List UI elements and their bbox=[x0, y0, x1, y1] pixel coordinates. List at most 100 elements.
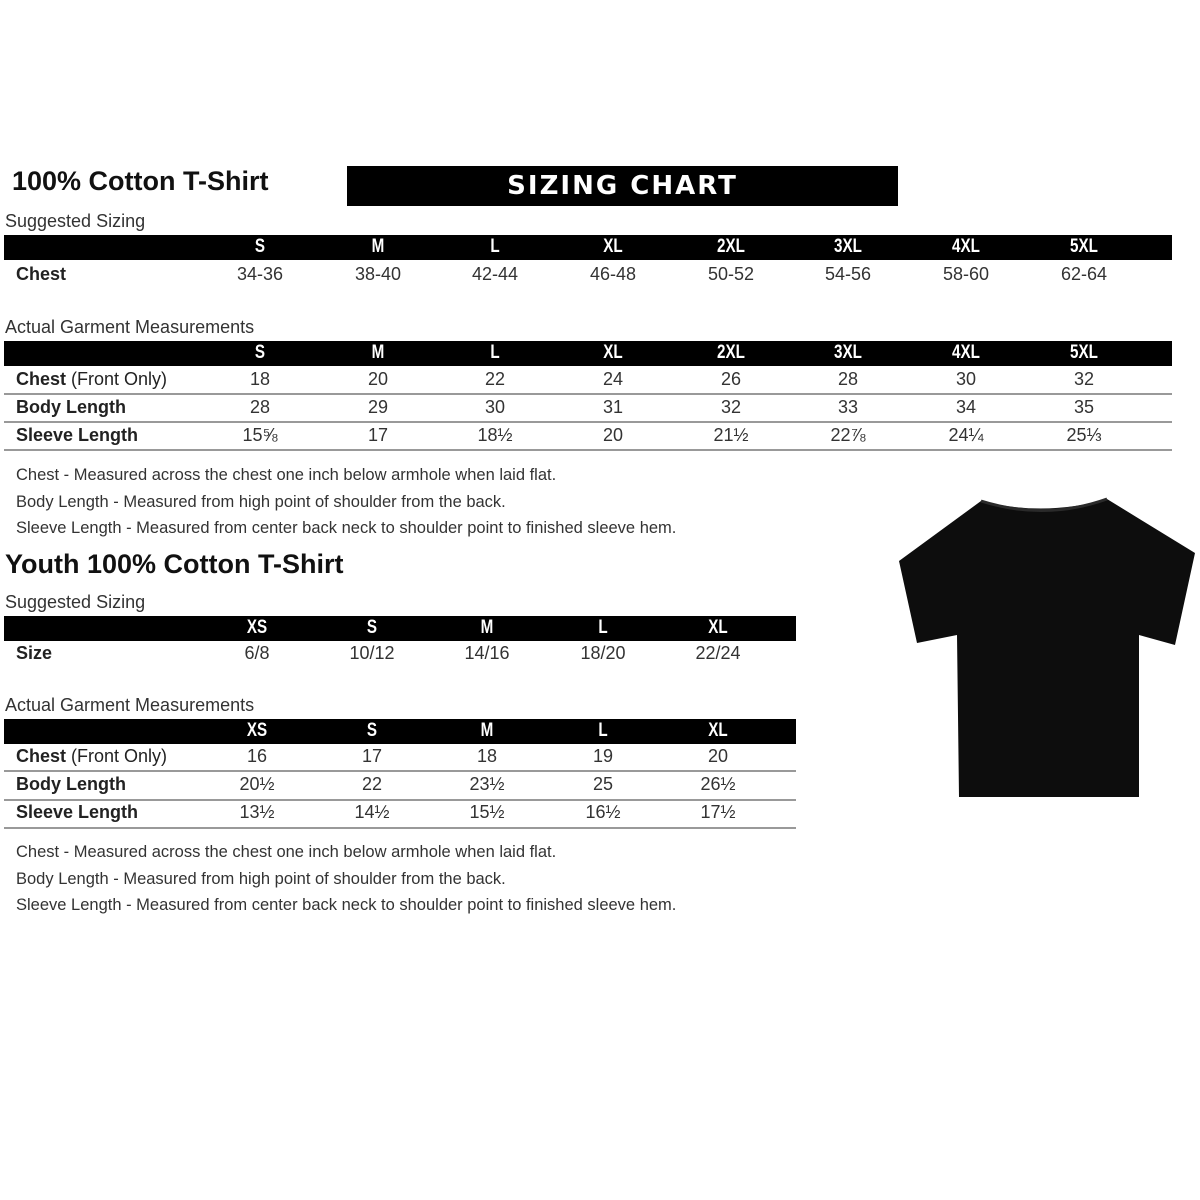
table-cell: 38-40 bbox=[354, 264, 402, 284]
table-cell: 14/16 bbox=[464, 643, 510, 663]
t-shirt-icon bbox=[899, 497, 1195, 797]
note-text: Body Length - Measured from high point o… bbox=[16, 492, 506, 511]
size-header: S bbox=[254, 342, 266, 363]
adult-actual-label: Actual Garment Measurements bbox=[5, 317, 255, 337]
table-cell: 15½ bbox=[469, 802, 505, 822]
table-cell: 10/12 bbox=[349, 643, 395, 663]
table-cell: 28 bbox=[249, 397, 271, 417]
table-cell: 50-52 bbox=[707, 264, 755, 284]
table-cell: 18/20 bbox=[580, 643, 626, 663]
size-header: L bbox=[490, 236, 500, 257]
table-cell: 20 bbox=[367, 369, 389, 389]
size-header: XS bbox=[246, 617, 268, 638]
youth-actual-label: Actual Garment Measurements bbox=[5, 695, 255, 715]
table-cell: 19 bbox=[592, 746, 614, 766]
table-cell: 31 bbox=[602, 397, 624, 417]
table-cell: 6/8 bbox=[244, 643, 270, 663]
table-cell: 13½ bbox=[239, 802, 275, 822]
size-header: XL bbox=[603, 342, 623, 363]
size-header: 3XL bbox=[834, 342, 862, 363]
size-header: M bbox=[371, 342, 385, 363]
table-cell: 15⅝ bbox=[242, 425, 278, 445]
size-header: M bbox=[371, 236, 385, 257]
table-cell: 33 bbox=[837, 397, 859, 417]
size-header: L bbox=[598, 617, 608, 638]
size-header: 2XL bbox=[717, 342, 745, 363]
size-header: 2XL bbox=[717, 236, 745, 257]
table-cell: 14½ bbox=[354, 802, 390, 822]
size-header: M bbox=[480, 720, 494, 741]
row-label: Size bbox=[16, 643, 52, 664]
header-bar bbox=[4, 719, 796, 744]
row-label: Sleeve Length bbox=[16, 802, 138, 823]
table-cell: 18 bbox=[476, 746, 498, 766]
table-cell: 18½ bbox=[477, 425, 513, 445]
table-cell: 22 bbox=[361, 774, 383, 794]
table-cell: 30 bbox=[955, 369, 977, 389]
size-header: XL bbox=[708, 617, 728, 638]
table-cell: 18 bbox=[249, 369, 271, 389]
table-cell: 20½ bbox=[239, 774, 275, 794]
size-header: S bbox=[366, 720, 378, 741]
row-label-suffix: (Front Only) bbox=[71, 369, 168, 389]
size-header: 3XL bbox=[834, 236, 862, 257]
row-label-text: Sleeve Length bbox=[16, 802, 139, 822]
row-label-text: Sleeve Length bbox=[16, 425, 139, 445]
table-cell: 22/24 bbox=[695, 643, 741, 663]
size-header: XL bbox=[708, 720, 728, 741]
header-bar bbox=[4, 341, 1172, 366]
table-cell: 58-60 bbox=[942, 264, 990, 284]
row-label: Chest (Front Only) bbox=[16, 746, 167, 767]
table-cell: 20 bbox=[602, 425, 624, 445]
row-divider bbox=[4, 799, 796, 801]
table-cell: 34 bbox=[955, 397, 977, 417]
table-cell: 16½ bbox=[585, 802, 621, 822]
note-text: Sleeve Length - Measured from center bac… bbox=[16, 896, 677, 914]
size-header: XS bbox=[246, 720, 268, 741]
table-cell: 26½ bbox=[700, 774, 736, 794]
row-label: Chest bbox=[16, 264, 66, 285]
row-divider bbox=[4, 393, 1172, 395]
row-divider bbox=[4, 827, 796, 829]
table-cell: 32 bbox=[720, 397, 742, 417]
size-header: 5XL bbox=[1070, 236, 1098, 257]
size-header: 4XL bbox=[952, 342, 980, 363]
table-cell: 30 bbox=[484, 397, 506, 417]
row-label: Chest (Front Only) bbox=[16, 369, 167, 390]
note-text: Body Length - Measured from high point o… bbox=[16, 869, 506, 888]
table-cell: 24¼ bbox=[948, 425, 984, 445]
header-bar bbox=[4, 235, 1172, 260]
table-cell: 17 bbox=[367, 425, 389, 445]
table-cell: 25 bbox=[592, 774, 614, 794]
row-label: Body Length bbox=[16, 774, 126, 795]
adult-suggested-label: Suggested Sizing bbox=[5, 211, 146, 231]
table-cell: 25⅓ bbox=[1066, 425, 1102, 445]
table-cell: 35 bbox=[1073, 397, 1095, 417]
table-cell: 20 bbox=[707, 746, 729, 766]
size-header: L bbox=[598, 720, 608, 741]
row-label-text: Chest bbox=[16, 369, 67, 389]
row-label-text: Body Length bbox=[16, 774, 126, 794]
sizing-chart-banner: SIZING CHART bbox=[347, 166, 898, 206]
note-text: Sleeve Length - Measured from center bac… bbox=[16, 519, 677, 537]
row-label-text: Chest bbox=[16, 746, 67, 766]
size-header: 4XL bbox=[952, 236, 980, 257]
size-header: 5XL bbox=[1070, 342, 1098, 363]
table-cell: 62-64 bbox=[1060, 264, 1108, 284]
note-text: Chest - Measured across the chest one in… bbox=[16, 466, 557, 484]
youth-title: Youth 100% Cotton T-Shirt bbox=[5, 549, 344, 579]
table-cell: 17½ bbox=[700, 802, 736, 822]
size-header: L bbox=[490, 342, 500, 363]
size-header: S bbox=[366, 617, 378, 638]
header-bar bbox=[4, 616, 796, 641]
table-cell: 22⅞ bbox=[830, 425, 866, 445]
row-label-suffix: (Front Only) bbox=[71, 746, 168, 766]
table-cell: 23½ bbox=[469, 774, 505, 794]
row-divider bbox=[4, 770, 796, 772]
note-text: Chest - Measured across the chest one in… bbox=[16, 843, 557, 861]
table-cell: 26 bbox=[720, 369, 742, 389]
table-cell: 29 bbox=[367, 397, 389, 417]
size-header: M bbox=[480, 617, 494, 638]
adult-title: 100% Cotton T-Shirt bbox=[12, 166, 269, 196]
